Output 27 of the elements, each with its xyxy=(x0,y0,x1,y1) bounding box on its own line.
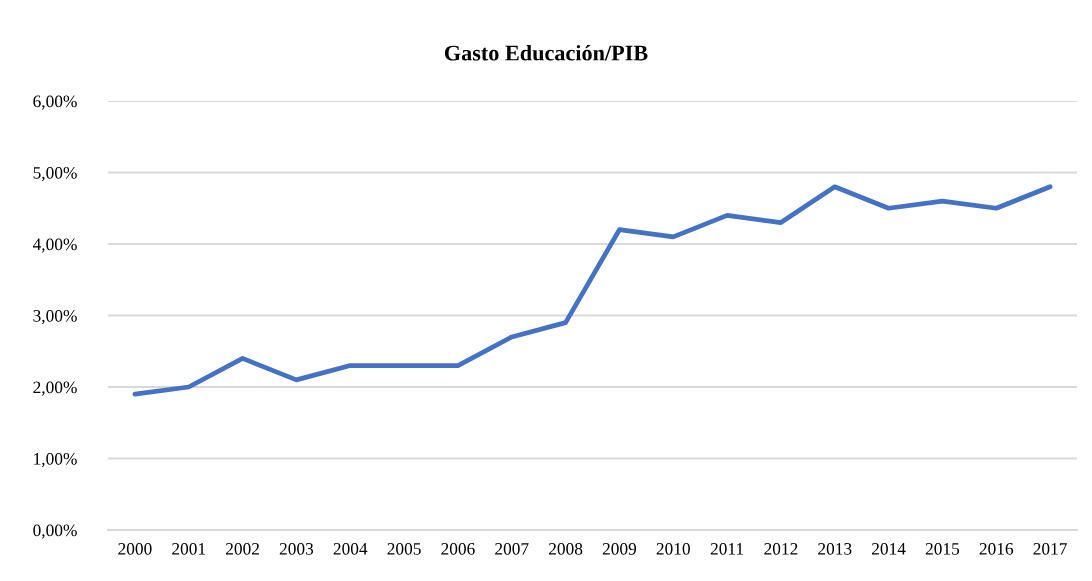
x-tick-label: 2014 xyxy=(871,543,906,555)
y-tick-label: 0,00% xyxy=(33,524,77,539)
x-tick-label: 2006 xyxy=(441,543,475,555)
x-tick-label: 2012 xyxy=(764,543,798,555)
x-tick-label: 2004 xyxy=(333,543,368,555)
x-tick-label: 2017 xyxy=(1033,543,1067,555)
x-tick-label: 2003 xyxy=(279,543,314,555)
x-tick-label: 2010 xyxy=(656,543,690,555)
y-tick-label: 3,00% xyxy=(33,309,77,325)
x-tick-label: 2008 xyxy=(548,543,583,555)
x-tick-label: 2002 xyxy=(225,543,259,555)
y-tick-label: 6,00% xyxy=(33,95,77,110)
y-tick-label: 4,00% xyxy=(32,238,77,253)
chart-title: Gasto Educación/PIB xyxy=(444,44,648,61)
x-tick-label: 2011 xyxy=(710,543,744,555)
x-tick-label: 2015 xyxy=(925,543,960,555)
y-tick-label: 1,00% xyxy=(34,452,77,468)
x-tick-label: 2013 xyxy=(818,543,852,555)
line-series xyxy=(132,184,1053,397)
x-tick-label: 2000 xyxy=(118,543,152,555)
y-tick-label: 5,00% xyxy=(33,166,77,182)
x-tick-label: 2001 xyxy=(172,543,206,555)
y-tick-label: 2,00% xyxy=(33,381,77,396)
x-tick-label: 2007 xyxy=(495,543,529,555)
x-tick-label: 2009 xyxy=(602,543,637,555)
x-tick-label: 2005 xyxy=(387,543,421,555)
x-tick-label: 2016 xyxy=(979,543,1014,555)
